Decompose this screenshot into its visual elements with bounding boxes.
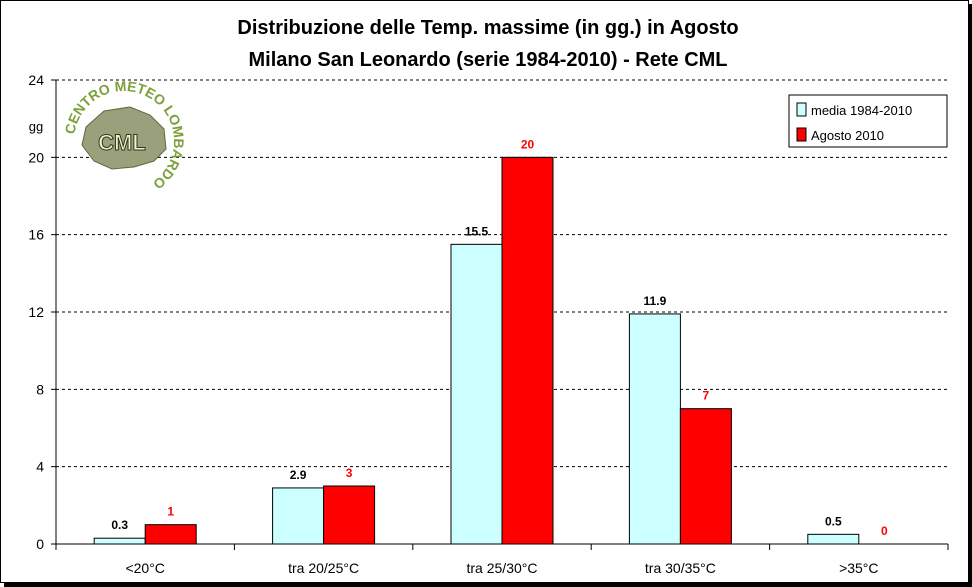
- legend-label-agosto: Agosto 2010: [811, 128, 884, 143]
- legend-swatch-agosto: [796, 127, 807, 142]
- bar-agosto: [144, 524, 197, 545]
- y-tick-label: 8: [36, 381, 44, 397]
- y-tick-label: 24: [28, 72, 44, 88]
- legend-swatch-media: [796, 102, 807, 117]
- bar-agosto: [679, 408, 732, 545]
- y-tick-label: 12: [28, 304, 44, 320]
- bars: [93, 156, 860, 545]
- bar-media: [628, 313, 681, 545]
- bar-media: [450, 243, 503, 545]
- lombardy-map-icon: [81, 106, 167, 170]
- bar-media: [93, 537, 146, 545]
- axes: 0 4 8 12 16 20 24 <20°C tra 20/25°C tra 25/30°C tr…: [28, 72, 949, 576]
- x-tick-label: tra 25/30°C: [467, 560, 538, 576]
- y-tick-label: 0: [36, 536, 44, 552]
- data-label-media: 0.3: [111, 518, 128, 532]
- y-tick-label: 4: [36, 459, 44, 475]
- x-tick-label: tra 30/35°C: [645, 560, 716, 576]
- data-label-media: 15.5: [465, 224, 489, 238]
- y-axis-label: gg: [29, 119, 43, 134]
- data-label-media: 0.5: [825, 514, 842, 528]
- bar-media: [807, 533, 860, 545]
- cml-logo: CML CENTRO METEO LOMBARDO: [61, 78, 187, 193]
- bar-agosto: [501, 156, 554, 545]
- bar-media: [272, 487, 325, 545]
- x-tick-label: >35°C: [839, 560, 878, 576]
- logo-center-text: CML: [98, 130, 146, 155]
- legend-box: [788, 94, 948, 148]
- data-label-agosto: 7: [703, 389, 710, 403]
- data-label-agosto: 1: [167, 505, 174, 519]
- x-tick-label: tra 20/25°C: [288, 560, 359, 576]
- legend-label-media: media 1984-2010: [811, 103, 912, 118]
- x-tick-label: <20°C: [125, 560, 164, 576]
- bar-agosto: [323, 485, 376, 545]
- data-label-agosto: 3: [346, 466, 353, 480]
- legend: media 1984-2010 Agosto 2010: [788, 94, 948, 148]
- chart-title: Distribuzione delle Temp. massime (in gg…: [237, 17, 738, 39]
- data-label-agosto: 20: [521, 137, 535, 151]
- data-label-agosto: 0: [881, 524, 888, 538]
- y-tick-label: 16: [28, 227, 44, 243]
- data-labels: 0.3 1 2.9 3 15.5 20 11.9 7 0.5 0: [111, 137, 888, 538]
- data-label-media: 11.9: [644, 294, 667, 308]
- y-tick-label: 20: [28, 149, 44, 165]
- data-label-media: 2.9: [290, 468, 307, 482]
- chart-subtitle: Milano San Leonardo (serie 1984-2010) - …: [248, 49, 727, 71]
